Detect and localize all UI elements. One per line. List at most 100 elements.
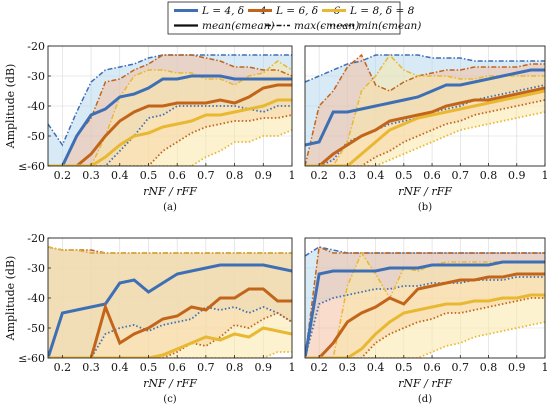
line-mean-series-2 bbox=[48, 287, 292, 358]
line-min-series-1 bbox=[48, 105, 292, 166]
x-tick-label: 0.5 bbox=[140, 361, 158, 374]
x-tick-label: 0.3 bbox=[82, 169, 100, 182]
x-tick-label: 0.3 bbox=[82, 361, 100, 374]
x-tick-label: 0.2 bbox=[310, 361, 328, 374]
band-series-3 bbox=[48, 247, 292, 358]
y-tick-label: -50 bbox=[27, 130, 45, 143]
x-axis-label: rNF / rFF bbox=[143, 377, 197, 390]
panel-caption: (c) bbox=[163, 394, 177, 405]
x-tick-label: 0.6 bbox=[168, 169, 186, 182]
x-tick-label: 0.7 bbox=[452, 361, 470, 374]
x-tick-label: 0.9 bbox=[255, 361, 273, 374]
line-mean-series-1 bbox=[48, 263, 292, 358]
x-axis-label: rNF / rFF bbox=[143, 185, 197, 198]
line-mean-series-1 bbox=[305, 260, 545, 358]
x-tick-label: 0.9 bbox=[508, 169, 526, 182]
x-tick-label: 0.6 bbox=[423, 169, 441, 182]
line-mean-series-1 bbox=[48, 74, 292, 166]
x-tick-label: 0.7 bbox=[197, 361, 215, 374]
legend-style-min: min(ϵmean) bbox=[358, 20, 421, 32]
y-tick-label: -40 bbox=[27, 100, 45, 113]
x-tick-label: 0.8 bbox=[226, 361, 244, 374]
x-tick-label: 0.4 bbox=[367, 169, 385, 182]
line-mean-series-3 bbox=[305, 293, 545, 358]
x-tick-label: 0.2 bbox=[54, 361, 72, 374]
x-tick-label: 0.2 bbox=[310, 169, 328, 182]
y-tick-label: ≤-60 bbox=[18, 160, 45, 173]
line-min-series-2 bbox=[48, 114, 292, 166]
x-tick-label: 0.8 bbox=[480, 361, 498, 374]
x-tick-label: 0.4 bbox=[111, 169, 129, 182]
line-mean-series-1 bbox=[305, 68, 545, 147]
x-tick-label: 0.6 bbox=[168, 361, 186, 374]
x-tick-label: 0.7 bbox=[452, 169, 470, 182]
y-axis-label: Amplitude (dB) bbox=[4, 64, 17, 150]
legend-series-3: L = 8, δ = 8 bbox=[349, 5, 415, 17]
line-mean-series-2 bbox=[48, 83, 292, 166]
line-mean-series-3 bbox=[48, 326, 292, 358]
x-axis-label: rNF / rFF bbox=[398, 377, 452, 390]
x-tick-label: 1 bbox=[289, 169, 296, 182]
panel-caption: (a) bbox=[163, 202, 177, 213]
line-mean-series-2 bbox=[305, 86, 545, 166]
plot-area bbox=[48, 46, 292, 166]
line-max-series-2 bbox=[305, 245, 545, 358]
line-min-series-2 bbox=[48, 311, 292, 358]
x-tick-label: 0.2 bbox=[54, 169, 72, 182]
plot-area bbox=[305, 46, 545, 166]
legend-series-1: L = 4, δ = 4 bbox=[201, 5, 266, 17]
line-min-series-2 bbox=[305, 99, 545, 166]
x-tick-label: 0.4 bbox=[367, 361, 385, 374]
legend-style-max: max(ϵmean) bbox=[294, 20, 359, 32]
y-tick-label: ≤-60 bbox=[18, 352, 45, 365]
x-tick-label: 0.6 bbox=[423, 361, 441, 374]
panel-a: 0.2 0.3 0.4 0.5 0.6 0.7 0.8 0.9 1 -20 -30 -40 -50 ≤-6… bbox=[4, 40, 296, 213]
line-min-series-3 bbox=[305, 111, 545, 166]
band-series-3 bbox=[48, 61, 292, 166]
y-tick-label: -30 bbox=[27, 70, 45, 83]
line-max-series-1 bbox=[305, 54, 545, 83]
plot-frame bbox=[304, 237, 546, 359]
y-tick-label: -40 bbox=[27, 292, 45, 305]
x-tick-label: 1 bbox=[289, 361, 296, 374]
panel-d: 0.2 0.3 0.4 0.5 0.6 0.7 0.8 0.9 1 rNF / rFF (d) bbox=[304, 237, 549, 405]
line-max-series-3 bbox=[48, 60, 292, 166]
x-tick-label: 0.8 bbox=[480, 169, 498, 182]
line-min-series-1 bbox=[305, 276, 545, 358]
panel-c: 0.2 0.3 0.4 0.5 0.6 0.7 0.8 0.9 1 -20 -30 -40 -50 ≤-6… bbox=[4, 232, 296, 405]
x-tick-label: 0.4 bbox=[111, 361, 129, 374]
x-tick-label: 0.7 bbox=[197, 169, 215, 182]
line-min-series-3 bbox=[305, 321, 545, 358]
legend: L = 4, δ = 4 L = 6, δ = 6 L = 8, δ = 8 m… bbox=[167, 1, 421, 35]
legend-series-2: L = 6, δ = 6 bbox=[275, 5, 341, 17]
x-tick-label: 0.5 bbox=[140, 169, 158, 182]
line-mean-series-3 bbox=[48, 98, 292, 166]
plot-area bbox=[305, 238, 545, 358]
x-tick-label: 1 bbox=[542, 361, 549, 374]
x-tick-label: 0.5 bbox=[395, 169, 413, 182]
panel-caption: (d) bbox=[418, 394, 432, 405]
line-mean-series-3 bbox=[305, 89, 545, 166]
x-tick-label: 0.9 bbox=[255, 169, 273, 182]
x-tick-label: 0.3 bbox=[339, 169, 357, 182]
x-tick-label: 0.5 bbox=[395, 361, 413, 374]
y-tick-label: -20 bbox=[27, 40, 45, 53]
band-series-3 bbox=[305, 55, 545, 166]
y-tick-label: -50 bbox=[27, 322, 45, 335]
y-tick-label: -30 bbox=[27, 262, 45, 275]
line-max-series-2 bbox=[305, 53, 545, 166]
legend-style-mean: mean(ϵmean) bbox=[202, 20, 274, 32]
plot-frame bbox=[304, 45, 546, 167]
line-max-series-3 bbox=[48, 246, 292, 254]
legend-frame bbox=[167, 1, 401, 35]
line-mean-series-2 bbox=[305, 272, 545, 358]
y-axis-label: Amplitude (dB) bbox=[4, 256, 17, 342]
x-tick-label: 0.3 bbox=[339, 361, 357, 374]
panel-b: 0.2 0.3 0.4 0.5 0.6 0.7 0.8 0.9 1 rNF / rFF (b) bbox=[304, 45, 549, 213]
x-tick-label: 0.8 bbox=[226, 169, 244, 182]
x-tick-label: 0.9 bbox=[508, 361, 526, 374]
plot-area bbox=[48, 238, 292, 358]
y-tick-label: -20 bbox=[27, 232, 45, 245]
x-axis-label: rNF / rFF bbox=[398, 185, 452, 198]
